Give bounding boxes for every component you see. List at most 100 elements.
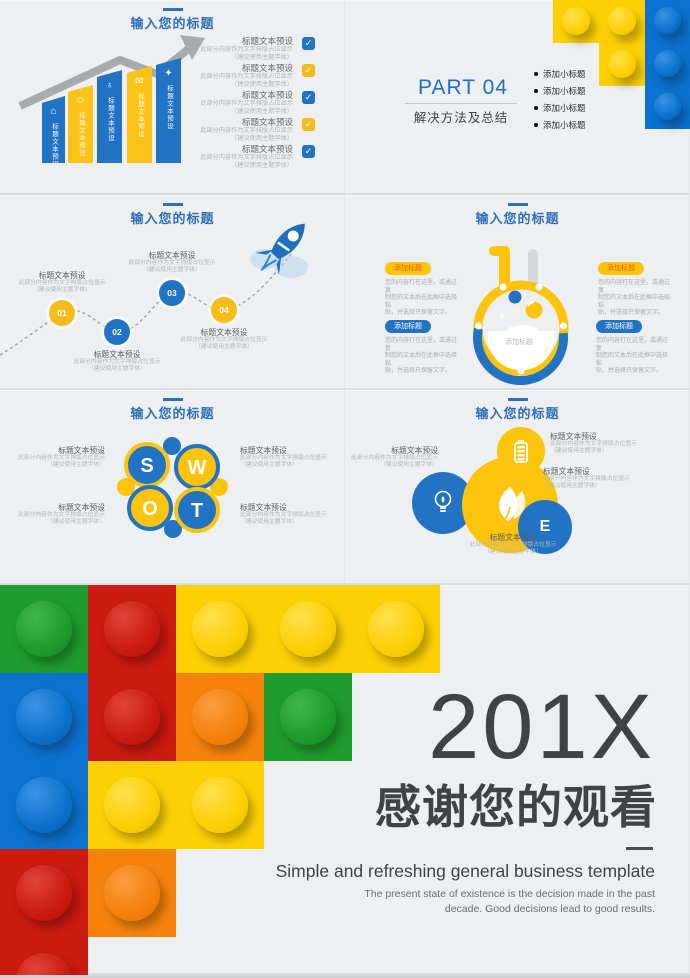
swot-t-circle: T xyxy=(174,487,220,533)
timeline-dashed-path xyxy=(0,252,293,356)
bar-label: 标题文本预设 xyxy=(77,112,85,157)
swot-o-circle: O xyxy=(127,485,173,531)
row-title: 标题文本预设 xyxy=(241,144,293,154)
mail-icon: ✉ xyxy=(135,76,144,87)
step-label: 标题文本预设 此部分内容作为文字排版占位显示 （建议使用主题字体） xyxy=(174,328,274,351)
bar-label: 标题文本预设 xyxy=(165,85,173,130)
step-sub: （建议使用主题字体） xyxy=(195,344,253,350)
checkbox-icon: ✓ xyxy=(302,37,315,50)
swot-petal xyxy=(164,520,182,538)
swot-petal xyxy=(210,478,228,496)
lego-stud xyxy=(16,953,72,975)
closing-body: The present state of existence is the de… xyxy=(364,888,655,915)
slide-title: 输入您的标题 xyxy=(130,211,215,226)
title-dash xyxy=(162,203,183,206)
lego-stud xyxy=(368,601,424,657)
bar-label: 标题文本预设 xyxy=(136,93,144,138)
row-title: 标题文本预设 xyxy=(241,90,293,100)
bar-label: 标题文本预设 xyxy=(50,123,58,168)
lego-stud xyxy=(654,93,681,120)
flask-center-label: 添加标题 xyxy=(505,339,533,346)
row-title: 标题文本预设 xyxy=(241,117,293,127)
row-title: 标题文本预设 xyxy=(241,63,293,73)
slide-title: 输入您的标题 xyxy=(130,406,215,421)
lego-stud xyxy=(654,50,681,77)
bullet-item: 添加小标题 xyxy=(534,102,586,114)
step-title: 标题文本预设 xyxy=(148,251,196,260)
slide-7-closing[interactable]: 201X 感谢您的观看 Simple and refreshing genera… xyxy=(0,585,690,975)
bullet-item: 添加小标题 xyxy=(534,68,586,80)
part-number: PART 04 xyxy=(418,76,508,99)
step-label: 标题文本预设 此部分内容作为文字排版占位显示 （建议使用主题字体） xyxy=(122,251,222,274)
slide-2-part-04[interactable]: PART 04 解决方法及总结 添加小标题 添加小标题 添加小标题 添加小标题 xyxy=(345,0,690,195)
slide-3-timeline[interactable]: 输入您的标题 01 02 03 04 标题文本预设 此部分内容作为文字排版占位显… xyxy=(0,195,345,390)
swot-label: 标题文本预设 此部分内容作为文字排版占位显示 （建议使用主题字体） xyxy=(240,446,327,468)
e-bubble: E xyxy=(518,500,572,554)
bubble-label: 标题文本预设 此部分内容作为文字排版占位显示 （建议使用主题字体） xyxy=(543,467,630,489)
step-sub: 此部分内容作为文字排版占位显示 xyxy=(73,359,161,365)
lego-stud xyxy=(104,601,160,657)
users-icon: ☺ xyxy=(75,95,86,106)
bar-2: ☺ 标题文本预设 xyxy=(68,85,93,163)
lego-stud xyxy=(192,777,248,833)
row-sub: （建议使用主题字体） xyxy=(231,134,293,142)
globe-icon: ♁ xyxy=(105,80,114,91)
step-title: 标题文本预设 xyxy=(200,328,248,337)
part-subtitle: 解决方法及总结 xyxy=(413,111,509,125)
slide-4-flask[interactable]: 输入您的标题 添加标题 添加标题 您的内容打在这里，或通过复 制您的文本后在此框中… xyxy=(345,195,690,390)
checkbox-icon: ✓ xyxy=(302,118,315,131)
row-sub: 此部分内容作为文字排版占位显示 xyxy=(200,46,293,53)
bullet-item: 添加小标题 xyxy=(534,119,586,131)
step-sub: 此部分内容作为文字排版占位显示 xyxy=(180,337,268,343)
callout-body: 您的内容打在这里，或通过复 制您的文本后在此框中选择粘 贴，并选择只保留文字。 xyxy=(596,338,669,375)
closing-dash xyxy=(626,847,653,850)
checklist-row: 标题文本预设 此部分内容作为文字排版占位显示 （建议使用主题字体） ✓ xyxy=(175,117,315,142)
slide-6-bubbles[interactable]: 输入您的标题 xyxy=(345,390,690,585)
bar-label: 标题文本预设 xyxy=(106,97,114,142)
swot-petal xyxy=(163,437,181,455)
slide-title: 输入您的标题 xyxy=(130,16,215,31)
slide-1-bar-chart[interactable]: 输入您的标题 ⌂ 标题文本预设 ☺ 标题文本预设 ♁ 标题文本预设 ✉ 标题文本… xyxy=(0,0,345,195)
slide-title: 输入您的标题 xyxy=(475,211,560,226)
row-sub: （建议使用主题字体） xyxy=(231,161,293,169)
thanks-title: 感谢您的观看 xyxy=(375,781,657,833)
timeline-node-04: 04 xyxy=(211,297,237,323)
e-label: E xyxy=(539,518,551,535)
step-sub: 此部分内容作为文字排版占位显示 xyxy=(128,260,216,266)
swot-label: 标题文本预设 此部分内容作为文字排版占位显示 （建议使用主题字体） xyxy=(240,503,327,525)
swot-label: 标题文本预设 此部分内容作为文字排版占位显示 （建议使用主题字体） xyxy=(18,446,105,468)
callout-body: 您的内容打在这里，或通过复 制您的文本后在此框中选择粘 贴，并选择只保留文字。 xyxy=(385,280,458,317)
row-sub: 此部分内容作为文字排版占位显示 xyxy=(200,154,293,161)
battery-bubble xyxy=(497,427,545,475)
bar-4: ✉ 标题文本预设 xyxy=(127,66,152,163)
lego-stud xyxy=(16,777,72,833)
page-bottom-edge xyxy=(0,975,690,978)
lightbulb-icon xyxy=(434,490,452,512)
closing-subtitle: Simple and refreshing general business t… xyxy=(275,861,655,881)
title-dash xyxy=(507,203,528,206)
lego-stud xyxy=(104,689,160,745)
checklist-row: 标题文本预设 此部分内容作为文字排版占位显示 （建议使用主题字体） ✓ xyxy=(175,90,315,115)
checkbox-icon: ✓ xyxy=(302,64,315,77)
checklist-row: 标题文本预设 此部分内容作为文字排版占位显示 （建议使用主题字体） ✓ xyxy=(175,144,315,169)
step-sub: （建议使用主题字体） xyxy=(33,287,91,293)
row-sub: （建议使用主题字体） xyxy=(231,53,293,61)
row-sub: 此部分内容作为文字排版占位显示 xyxy=(200,127,293,134)
step-sub: （建议使用主题字体） xyxy=(88,366,146,372)
step-title: 标题文本预设 xyxy=(93,350,141,359)
callout-tag: 添加标题 xyxy=(596,320,642,333)
flask-callout: 添加标题 您的内容打在这里，或通过复 制您的文本后在此框中选择粘 贴，并选择只保留文… xyxy=(598,257,674,318)
battery-icon xyxy=(514,440,528,463)
bar-3: ♁ 标题文本预设 xyxy=(97,70,122,163)
lego-stud xyxy=(608,7,636,35)
timeline-node-01: 01 xyxy=(49,300,75,326)
swot-w-circle: W xyxy=(174,444,220,490)
row-sub: 此部分内容作为文字排版占位显示 xyxy=(200,73,293,80)
swot-petal xyxy=(117,478,135,496)
slide-5-swot[interactable]: 输入您的标题 S W O T 标题文本预设 此部分内容作为文字排版占位显示 （建… xyxy=(0,390,345,585)
swot-s-circle: S xyxy=(124,442,170,488)
bubble-label: 标题文本预设 此部分内容作为文字排版占位显示 （建议使用主题字体） xyxy=(469,533,557,555)
slide-title: 输入您的标题 xyxy=(475,406,560,421)
title-dash xyxy=(162,398,183,401)
